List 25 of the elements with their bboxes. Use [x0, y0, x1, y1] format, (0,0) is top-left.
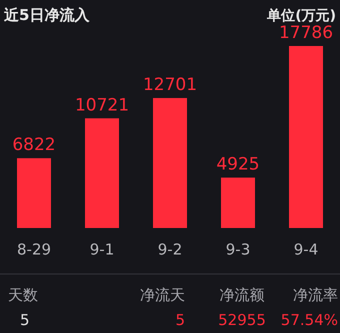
- chart-title: 近5日净流入: [3, 6, 90, 24]
- chart-subtitle: 单位(万元): [266, 8, 336, 24]
- text: 净流天: [140, 286, 185, 304]
- data-label: 6822: [12, 135, 56, 156]
- text: 天数: [8, 286, 38, 304]
- bar: [85, 118, 119, 228]
- x-tick-label: 9-2: [158, 240, 182, 259]
- data-label: 12701: [142, 75, 198, 96]
- text: 5: [175, 311, 185, 329]
- x-tick-label: 8-29: [16, 240, 52, 259]
- text: 5: [20, 311, 30, 329]
- data-label: 17786: [278, 23, 334, 43]
- x-tick-label: 9-1: [90, 240, 114, 259]
- text: 52955: [218, 311, 266, 329]
- x-tick-label: 9-3: [226, 240, 250, 259]
- bar: [153, 98, 187, 228]
- bar: [221, 178, 255, 228]
- data-label: 4925: [216, 154, 260, 175]
- data-label: 10721: [74, 95, 130, 116]
- text: 净流率: [293, 286, 338, 304]
- x-tick-label: 9-4: [294, 240, 318, 259]
- text: 57.54%: [280, 311, 338, 329]
- bar: [289, 46, 323, 228]
- text: 净流额: [220, 286, 264, 304]
- bar: [17, 158, 51, 228]
